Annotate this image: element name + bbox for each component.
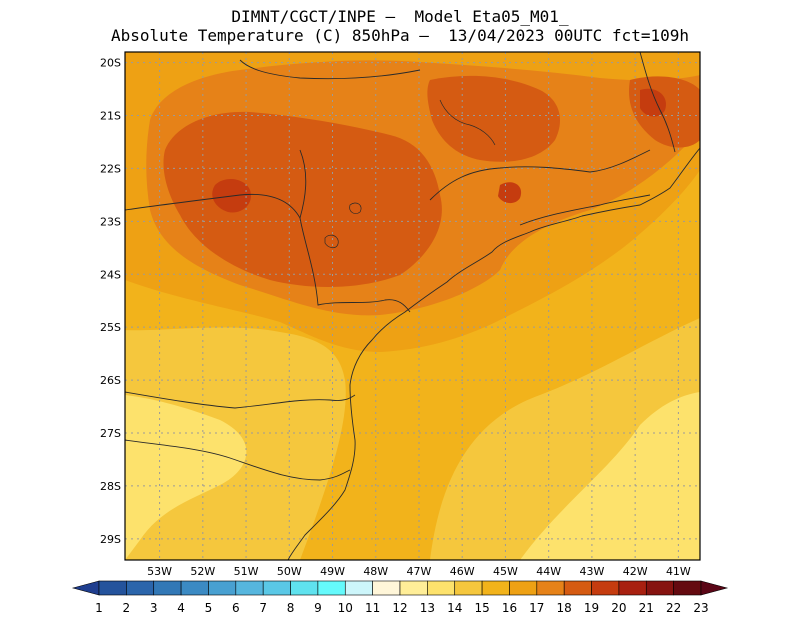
colorbar-label: 4: [177, 601, 185, 615]
longitude-tick-label: 50W: [277, 565, 302, 578]
colorbar-segment: [427, 580, 456, 596]
figure-title-line-2: Absolute Temperature (C) 850hPa – 13/04/…: [111, 26, 689, 45]
colorbar-segment: [290, 580, 319, 596]
colorbar-label: 21: [639, 601, 654, 615]
latitude-labels: 20S 21S 22S 23S 24S 25S 26S 27S 28S 29S: [100, 57, 121, 546]
colorbar-label: 6: [232, 601, 240, 615]
state-border-santa-catarina-rio-grande-do-sul: [125, 439, 351, 481]
colorbar-segment: [591, 580, 620, 596]
colorbar-label: 1: [95, 601, 103, 615]
contour-14c-southwest: [125, 395, 247, 560]
colorbar-segment: [481, 580, 510, 596]
state-border-rio-de-janeiro: [519, 194, 651, 226]
colorbar-label: 18: [557, 601, 572, 615]
longitude-tick-label: 49W: [320, 565, 345, 578]
colorbar-segment: [399, 580, 428, 596]
figure-title-line-1: DIMNT/CGCT/INPE – Model Eta05_M01_: [231, 7, 569, 26]
colorbar-label: 5: [205, 601, 213, 615]
colorbar-arrow-high: [700, 580, 729, 596]
colorbar-label: 10: [338, 601, 353, 615]
latitude-tick-label: 22S: [100, 162, 121, 175]
contour-14c-southeast: [520, 392, 700, 560]
colorbar-segment: [536, 580, 565, 596]
longitude-tick-label: 47W: [407, 565, 432, 578]
colorbar-label: 15: [474, 601, 489, 615]
state-border-sao-paulo-parana: [299, 217, 411, 313]
colorbar-label: 8: [287, 601, 295, 615]
colorbar-segment: [344, 580, 373, 596]
colorbar-label: 13: [420, 601, 435, 615]
colorbar-segment: [153, 580, 182, 596]
colorbar-segment: [618, 580, 647, 596]
colorbar-segment: [317, 580, 346, 596]
colorbar: 1 2 3 4 5 6 7 8 9 10 11 12 13 14 15 16 17 18 19 20 21 22 23: [71, 580, 729, 615]
map-frame: [124, 51, 701, 561]
colorbar-label: 14: [447, 601, 462, 615]
colorbar-label: 7: [259, 601, 267, 615]
latitude-tick-label: 23S: [100, 215, 121, 228]
colorbar-label: 17: [529, 601, 544, 615]
colorbar-label: 3: [150, 601, 158, 615]
river-network: [439, 99, 496, 146]
colorbar-arrow-low: [71, 580, 100, 596]
longitude-tick-label: 41W: [666, 565, 691, 578]
colorbar-label: 2: [123, 601, 131, 615]
longitude-labels: 53W 52W 51W 50W 49W 48W 47W 46W 45W 44W 43W 42W 41W: [147, 565, 691, 578]
colorbar-segment: [454, 580, 483, 596]
colorbar-segment: [673, 580, 702, 596]
colorbar-label: 20: [611, 601, 626, 615]
colorbar-segment: [563, 580, 592, 596]
colorbar-segment: [235, 580, 264, 596]
state-border-goias: [239, 59, 421, 80]
temperature-field: [125, 52, 700, 560]
longitude-tick-label: 53W: [147, 565, 172, 578]
contour-20c-spot-3: [498, 182, 522, 204]
colorbar-label: 11: [365, 601, 380, 615]
colorbar-segment: [372, 580, 401, 596]
colorbar-segment: [645, 580, 674, 596]
longitude-tick-label: 43W: [579, 565, 604, 578]
longitude-tick-label: 51W: [234, 565, 259, 578]
colorbar-segment: [126, 580, 155, 596]
latitude-tick-label: 26S: [100, 374, 121, 387]
colorbar-label: 12: [392, 601, 407, 615]
political-boundaries: [125, 52, 700, 560]
longitude-tick-label: 44W: [536, 565, 561, 578]
longitude-tick-label: 42W: [623, 565, 648, 578]
state-border-parana-santa-catarina: [125, 391, 356, 409]
state-border-espirito-santo: [639, 52, 676, 153]
latitude-tick-label: 28S: [100, 480, 121, 493]
coastline: [287, 147, 700, 560]
lake-outline-2: [349, 202, 362, 214]
colorbar-segment: [208, 580, 237, 596]
longitude-tick-label: 48W: [363, 565, 388, 578]
colorbar-label: 16: [502, 601, 517, 615]
latitude-tick-label: 20S: [100, 57, 121, 70]
latitude-tick-label: 27S: [100, 427, 121, 440]
state-border-mato-grosso-do-sul: [125, 149, 307, 220]
lat-lon-grid: [125, 52, 700, 560]
longitude-tick-label: 46W: [450, 565, 475, 578]
contour-19c-core: [163, 111, 442, 287]
state-border-minas-gerais: [429, 149, 651, 201]
latitude-tick-label: 21S: [100, 110, 121, 123]
longitude-tick-label: 45W: [493, 565, 518, 578]
colorbar-label: 22: [666, 601, 681, 615]
contour-19c-northeast: [427, 75, 560, 162]
longitude-tick-label: 52W: [190, 565, 215, 578]
latitude-tick-label: 29S: [100, 533, 121, 546]
colorbar-label: 9: [314, 601, 322, 615]
latitude-tick-label: 24S: [100, 268, 121, 281]
latitude-tick-label: 25S: [100, 321, 121, 334]
colorbar-label: 19: [584, 601, 599, 615]
colorbar-label: 23: [693, 601, 708, 615]
colorbar-segment: [98, 580, 127, 596]
colorbar-segment: [262, 580, 291, 596]
colorbar-segment: [509, 580, 538, 596]
lake-outline: [324, 234, 339, 248]
colorbar-segment: [180, 580, 209, 596]
